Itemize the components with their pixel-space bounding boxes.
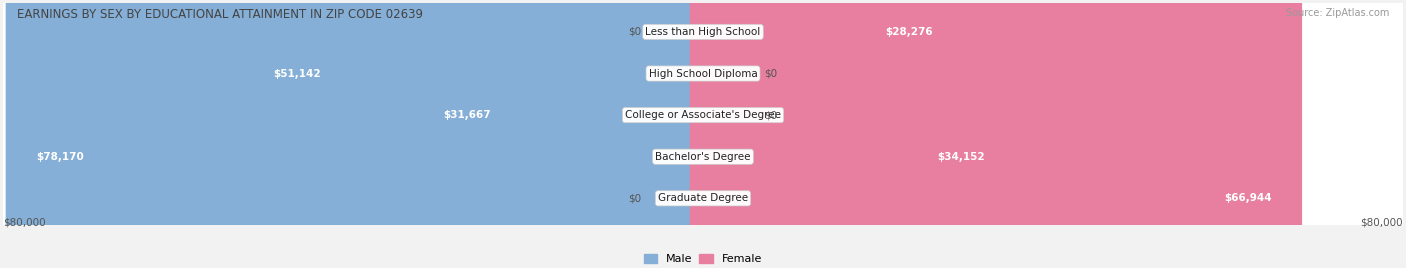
Text: High School Diploma: High School Diploma (648, 69, 758, 79)
Text: Source: ZipAtlas.com: Source: ZipAtlas.com (1285, 8, 1389, 18)
Text: $80,000: $80,000 (3, 217, 45, 228)
Text: $51,142: $51,142 (273, 69, 321, 79)
Legend: Male, Female: Male, Female (640, 250, 766, 268)
FancyBboxPatch shape (0, 57, 1406, 90)
FancyBboxPatch shape (413, 0, 716, 268)
FancyBboxPatch shape (0, 182, 1406, 215)
Text: $0: $0 (628, 193, 641, 203)
Text: College or Associate's Degree: College or Associate's Degree (626, 110, 780, 120)
Text: $0: $0 (765, 69, 778, 79)
Text: $66,944: $66,944 (1223, 193, 1271, 203)
Text: $31,667: $31,667 (443, 110, 491, 120)
FancyBboxPatch shape (242, 0, 716, 268)
FancyBboxPatch shape (0, 140, 1406, 173)
Text: $34,152: $34,152 (936, 152, 984, 162)
FancyBboxPatch shape (690, 0, 963, 268)
FancyBboxPatch shape (0, 98, 1406, 132)
Text: Graduate Degree: Graduate Degree (658, 193, 748, 203)
FancyBboxPatch shape (0, 15, 1406, 49)
FancyBboxPatch shape (690, 0, 1302, 268)
Text: $0: $0 (765, 110, 778, 120)
FancyBboxPatch shape (690, 0, 1015, 268)
Text: Bachelor's Degree: Bachelor's Degree (655, 152, 751, 162)
Text: $80,000: $80,000 (1361, 217, 1403, 228)
Text: $0: $0 (628, 27, 641, 37)
FancyBboxPatch shape (6, 0, 716, 268)
Text: $28,276: $28,276 (886, 27, 934, 37)
Text: $78,170: $78,170 (37, 152, 84, 162)
Text: EARNINGS BY SEX BY EDUCATIONAL ATTAINMENT IN ZIP CODE 02639: EARNINGS BY SEX BY EDUCATIONAL ATTAINMEN… (17, 8, 423, 21)
Text: Less than High School: Less than High School (645, 27, 761, 37)
